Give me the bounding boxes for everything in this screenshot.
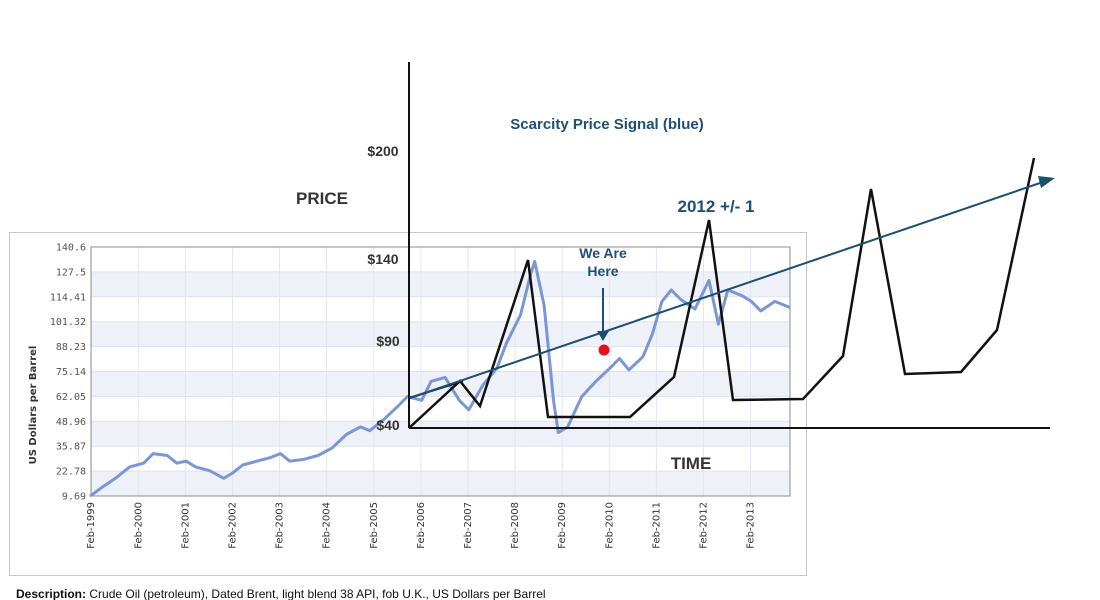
x-tick-label: Feb-2009 bbox=[557, 502, 568, 549]
y-tick-label: 127.5 bbox=[56, 267, 86, 278]
overlay-price-zigzag bbox=[408, 157, 1036, 429]
x-tick-label: Feb-2012 bbox=[698, 502, 709, 549]
description-label: Description: bbox=[16, 587, 87, 600]
y-tick-label: 35.87 bbox=[56, 442, 86, 453]
x-tick-label: Feb-2001 bbox=[180, 502, 191, 549]
x-tick-label: Feb-2008 bbox=[510, 502, 521, 549]
trend-arrowhead bbox=[1038, 176, 1055, 188]
we-are-here-marker bbox=[598, 344, 610, 356]
price-label-200: $200 bbox=[367, 143, 398, 159]
series-line-brent bbox=[89, 260, 791, 497]
y-tick-label: 114.41 bbox=[50, 292, 86, 303]
y-axis-label: US Dollars per Barrel bbox=[28, 346, 39, 465]
x-tick-label: Feb-2004 bbox=[322, 502, 333, 549]
grid-band bbox=[91, 247, 790, 272]
y-tick-label: 101.32 bbox=[50, 317, 86, 328]
x-tick-label: Feb-2010 bbox=[604, 502, 615, 549]
y-axis-ticks: 140.6 127.5 114.41 101.32 88.23 75.14 62.05 48.… bbox=[50, 243, 86, 503]
price-label-90: $90 bbox=[376, 333, 400, 349]
plot-border bbox=[90, 246, 791, 497]
x-tick-label: Feb-2003 bbox=[275, 502, 286, 549]
x-tick-label: Feb-1999 bbox=[86, 502, 97, 549]
y-tick-label: 62.05 bbox=[56, 392, 86, 403]
price-label-40: $40 bbox=[376, 417, 400, 433]
forecast-label: 2012 +/- 1 bbox=[677, 197, 754, 216]
x-tick-label: Feb-2006 bbox=[416, 502, 427, 549]
y-tick-label: 140.6 bbox=[56, 243, 86, 254]
price-axis-title: PRICE bbox=[296, 189, 348, 208]
y-tick-label: 9.69 bbox=[62, 492, 86, 503]
grid-band bbox=[91, 296, 790, 322]
y-tick-label: 88.23 bbox=[56, 342, 86, 353]
x-tick-label: Feb-2011 bbox=[651, 502, 662, 549]
we-are-here-label-1: We Are bbox=[579, 245, 627, 261]
x-tick-label: Feb-2013 bbox=[746, 502, 757, 549]
x-axis-ticks: Feb-1999 Feb-2000 Feb-2001 Feb-2002 Feb-2003… bbox=[86, 502, 756, 549]
grid-band bbox=[91, 346, 790, 372]
description-text: Crude Oil (petroleum), Dated Brent, ligh… bbox=[89, 587, 546, 600]
y-tick-label: 75.14 bbox=[56, 367, 86, 378]
chart-description: Description: Crude Oil (petroleum), Date… bbox=[16, 587, 546, 600]
x-tick-label: Feb-2005 bbox=[369, 502, 380, 549]
y-tick-label: 22.78 bbox=[56, 467, 86, 478]
trend-arrow-line bbox=[409, 180, 1047, 399]
y-tick-label: 48.96 bbox=[56, 417, 86, 428]
grid-band bbox=[91, 446, 790, 472]
we-are-here-label-2: Here bbox=[587, 263, 618, 279]
chart-title: Scarcity Price Signal (blue) bbox=[510, 116, 703, 133]
x-tick-label: Feb-2007 bbox=[463, 502, 474, 549]
time-axis-title: TIME bbox=[671, 454, 712, 473]
overlay-drawing: $200 $140 $90 $40 PRICE TIME Scarcity Pr… bbox=[296, 62, 1055, 473]
x-tick-label: Feb-2000 bbox=[133, 502, 144, 549]
x-tick-label: Feb-2002 bbox=[227, 502, 238, 549]
here-pointer-arrowhead bbox=[597, 331, 609, 341]
price-label-140: $140 bbox=[367, 251, 398, 267]
